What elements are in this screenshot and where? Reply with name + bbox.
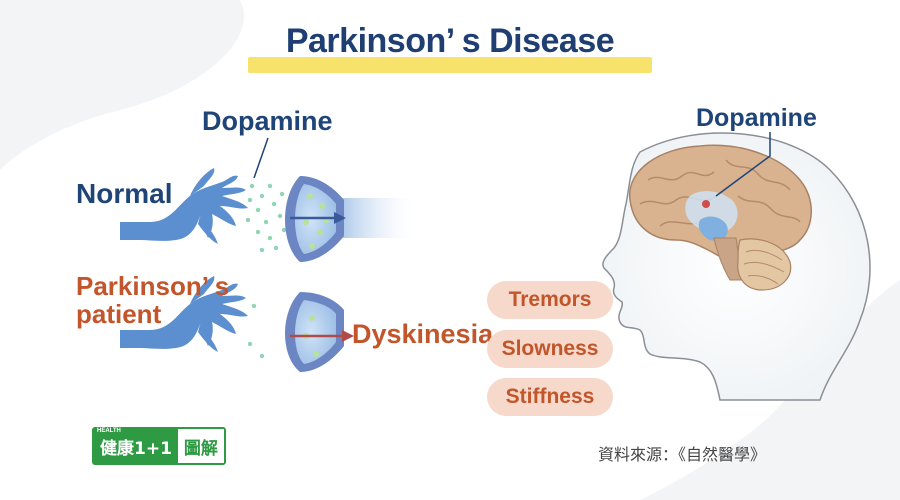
brand-logo: HEALTH 健康1+1 圖解	[92, 427, 226, 465]
page-title: Parkinson’ s Disease	[285, 22, 615, 60]
normal-postsynaptic-bulb	[285, 176, 420, 262]
dopamine-pointer-right	[715, 132, 771, 197]
patient-postsynaptic-bulb	[285, 292, 354, 372]
patient-label-line2: patient	[76, 299, 162, 329]
symptom-pill-tremors: Tremors	[487, 281, 613, 319]
logo-health-text: HEALTH	[97, 428, 121, 434]
title-highlight	[248, 57, 652, 73]
symptom-pill-stiffness: Stiffness	[487, 378, 613, 416]
normal-label: Normal	[76, 178, 173, 209]
background-swoosh-top-left	[0, 0, 244, 170]
dopamine-label-right: Dopamine	[696, 104, 817, 132]
source-citation: 資料來源：《自然醫學》	[598, 445, 767, 464]
patient-label-line1: Parkinson’ s	[76, 271, 230, 301]
symptom-pill-slowness: Slowness	[487, 330, 613, 368]
dopamine-label-left: Dopamine	[202, 106, 333, 136]
dopamine-molecules-patient	[247, 303, 265, 359]
logo-left-block: HEALTH 健康1+1	[94, 428, 178, 463]
dopamine-molecules-normal	[245, 183, 287, 253]
brain	[629, 144, 812, 291]
background-swoosh-bottom-right	[640, 280, 900, 500]
dyskinesia-label: Dyskinesia	[352, 319, 494, 349]
logo-right-text: 圖解	[177, 429, 224, 463]
logo-left-text: 健康1+1	[100, 438, 172, 459]
patient-presynaptic-neuron	[120, 276, 248, 352]
dopamine-pointer-left	[253, 137, 269, 179]
normal-presynaptic-neuron	[120, 168, 248, 244]
